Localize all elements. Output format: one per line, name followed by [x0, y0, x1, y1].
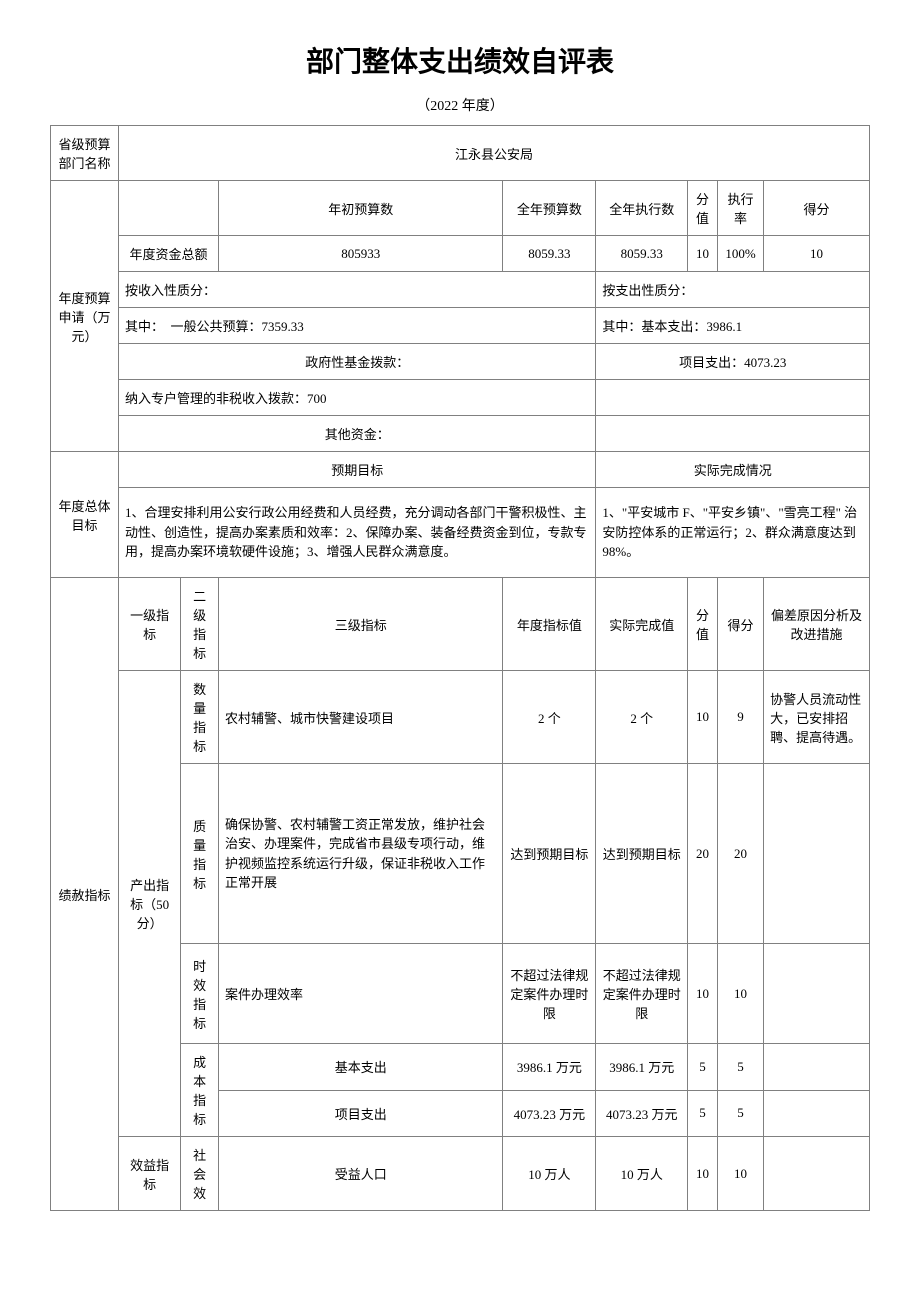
- row-lv2: 时效指标: [181, 944, 219, 1044]
- row-deviation: 协警人员流动性大，已安排招聘、提高待遇。: [764, 671, 870, 764]
- lv1-label-hdr: 一级指标: [118, 578, 180, 671]
- row-target: 2 个: [503, 671, 596, 764]
- row-points: 9: [717, 671, 763, 764]
- dept-name: 江永县公安局: [118, 126, 869, 181]
- row-score: 10: [688, 671, 718, 764]
- row-actual: 2 个: [596, 671, 688, 764]
- col-year-full: 全年预算数: [503, 181, 596, 236]
- output-label: 产出指标（50分）: [118, 671, 180, 1137]
- benefit-points: 10: [717, 1137, 763, 1211]
- row-actual: 达到预期目标: [596, 764, 688, 944]
- points-label-hdr: 得分: [717, 578, 763, 671]
- row-lv3: 项目支出: [219, 1090, 503, 1137]
- benefit-lv3: 受益人口: [219, 1137, 503, 1211]
- row-target: 达到预期目标: [503, 764, 596, 944]
- row-score: 5: [688, 1090, 718, 1137]
- page-subtitle: （2022 年度）: [50, 95, 870, 115]
- target-label-hdr: 年度指标值: [503, 578, 596, 671]
- row-score: 10: [688, 944, 718, 1044]
- row-lv2: 数量指标: [181, 671, 219, 764]
- col-score: 分值: [688, 181, 718, 236]
- row-lv3: 确保协警、农村辅警工资正常发放，维护社会治安、办理案件，完成省市县级专项行动，维…: [219, 764, 503, 944]
- indicator-main-label: 绩赦指标: [51, 578, 119, 1211]
- income-other: 其他资金：: [118, 416, 595, 452]
- total-init: 805933: [219, 236, 503, 272]
- lv2-label-hdr: 二级指标: [181, 578, 219, 671]
- col-exec: 全年执行数: [596, 181, 688, 236]
- expected-goal-label: 预期目标: [118, 452, 595, 488]
- income-label: 按收入性质分：: [118, 272, 595, 308]
- row-deviation: [764, 944, 870, 1044]
- total-label: 年度资金总额: [118, 236, 218, 272]
- row-actual: 4073.23 万元: [596, 1090, 688, 1137]
- total-score: 10: [688, 236, 718, 272]
- total-points: 10: [764, 236, 870, 272]
- benefit-target: 10 万人: [503, 1137, 596, 1211]
- dept-label: 省级预算部门名称: [51, 126, 119, 181]
- actual-goal-label: 实际完成情况: [596, 452, 870, 488]
- col-rate: 执行率: [717, 181, 763, 236]
- row-lv3: 农村辅警、城市快警建设项目: [219, 671, 503, 764]
- row-lv2: 成本指标: [181, 1044, 219, 1137]
- expense-basic: 其中：基本支出：3986.1: [596, 308, 870, 344]
- expense-project: 项目支出：4073.23: [596, 344, 870, 380]
- benefit-actual: 10 万人: [596, 1137, 688, 1211]
- total-rate: 100%: [717, 236, 763, 272]
- row-lv3: 基本支出: [219, 1044, 503, 1091]
- row-lv2: 质量指标: [181, 764, 219, 944]
- row-deviation: [764, 1044, 870, 1091]
- page-title: 部门整体支出绩效自评表: [50, 40, 870, 80]
- expected-goal-text: 1、合理安排利用公安行政公用经费和人员经费，充分调动各部门干警积极性、主动性、创…: [118, 488, 595, 578]
- col-year-init: 年初预算数: [219, 181, 503, 236]
- row-target: 不超过法律规定案件办理时限: [503, 944, 596, 1044]
- row-score: 20: [688, 764, 718, 944]
- row-points: 5: [717, 1044, 763, 1091]
- benefit-score: 10: [688, 1137, 718, 1211]
- deviation-label-hdr: 偏差原因分析及改进措施: [764, 578, 870, 671]
- expense-label: 按支出性质分：: [596, 272, 870, 308]
- row-points: 10: [717, 944, 763, 1044]
- row-actual: 不超过法律规定案件办理时限: [596, 944, 688, 1044]
- main-table: 省级预算部门名称 江永县公安局 年度预算申请（万元） 年初预算数 全年预算数 全…: [50, 125, 870, 1211]
- benefit-label: 效益指标: [118, 1137, 180, 1211]
- row-points: 20: [717, 764, 763, 944]
- row-points: 5: [717, 1090, 763, 1137]
- actual-goal-text: 1、"平安城市 F、"平安乡镇"、"雪亮工程" 治安防控体系的正常运行；2、群众…: [596, 488, 870, 578]
- row-score: 5: [688, 1044, 718, 1091]
- total-exec: 8059.33: [596, 236, 688, 272]
- total-full: 8059.33: [503, 236, 596, 272]
- row-lv3: 案件办理效率: [219, 944, 503, 1044]
- row-deviation: [764, 1090, 870, 1137]
- goals-label: 年度总体目标: [51, 452, 119, 578]
- income-general: 其中： 一般公共预算：7359.33: [118, 308, 595, 344]
- benefit-lv2: 社会效: [181, 1137, 219, 1211]
- budget-section-label: 年度预算申请（万元）: [51, 181, 119, 452]
- row-target: 4073.23 万元: [503, 1090, 596, 1137]
- col-points: 得分: [764, 181, 870, 236]
- lv3-label-hdr: 三级指标: [219, 578, 503, 671]
- score-label-hdr: 分值: [688, 578, 718, 671]
- income-nontax: 纳入专户管理的非税收入拨款：700: [118, 380, 595, 416]
- row-deviation: [764, 764, 870, 944]
- income-gov-fund: 政府性基金拨款：: [118, 344, 595, 380]
- actual-label-hdr: 实际完成值: [596, 578, 688, 671]
- row-target: 3986.1 万元: [503, 1044, 596, 1091]
- row-actual: 3986.1 万元: [596, 1044, 688, 1091]
